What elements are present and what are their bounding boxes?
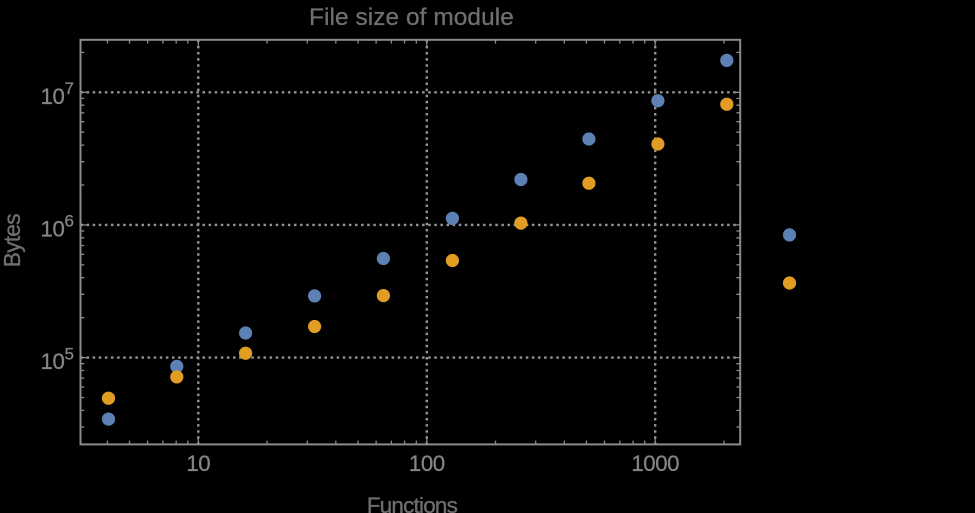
svg-text:100: 100 [409,451,445,476]
svg-text:Bytes: Bytes [0,214,25,267]
svg-text:10: 10 [186,451,210,476]
svg-text:1000: 1000 [631,451,679,476]
svg-text:105: 105 [41,344,74,374]
svg-text:Functions: Functions [367,493,458,513]
svg-text:File size of module: File size of module [309,4,514,31]
